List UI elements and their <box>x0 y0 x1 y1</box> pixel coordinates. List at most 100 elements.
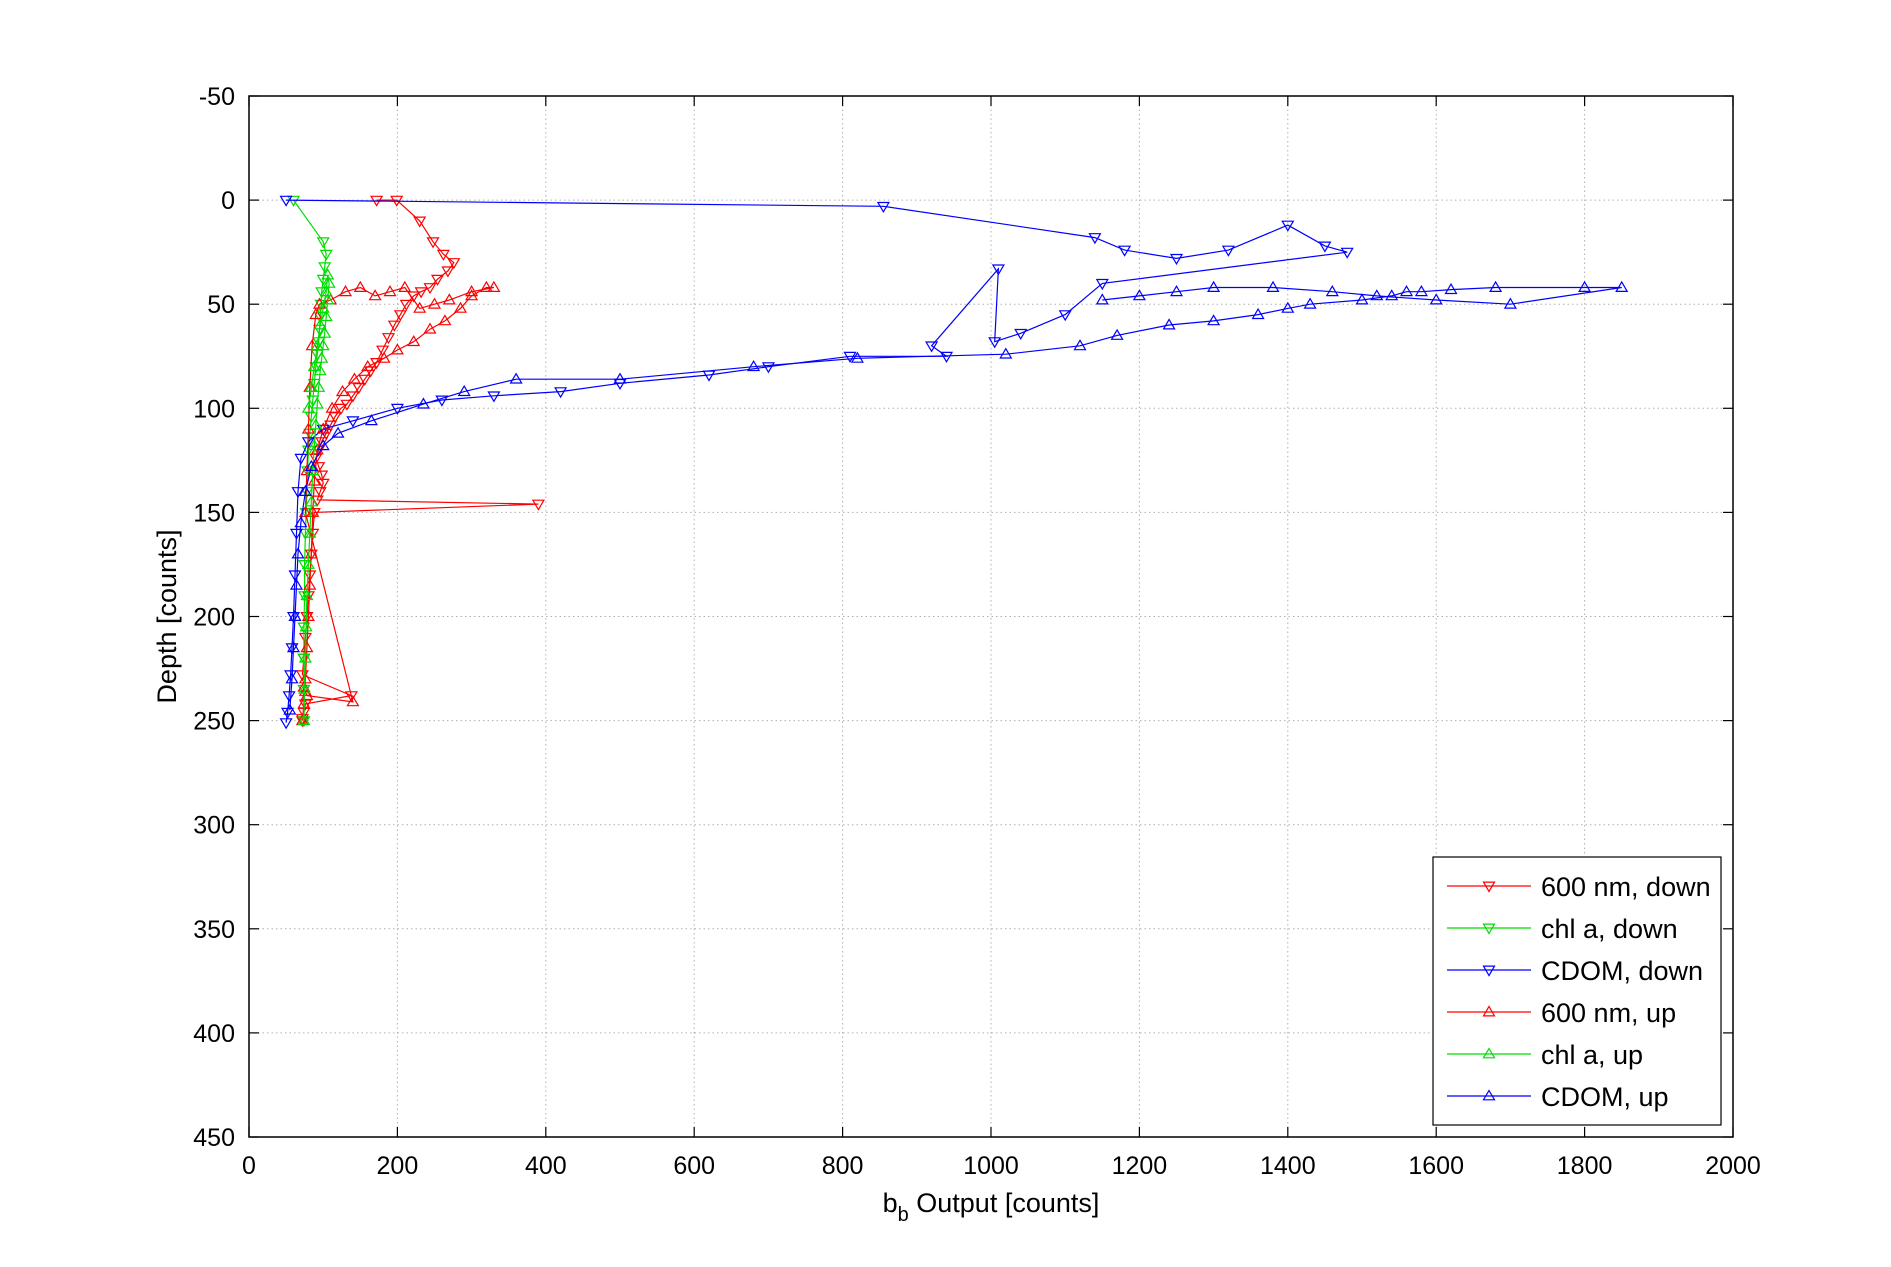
data-point <box>1355 293 1369 305</box>
series-line <box>301 286 495 721</box>
data-point <box>1162 318 1176 330</box>
data-point <box>322 276 336 288</box>
x-tick-label: 1400 <box>1260 1152 1316 1180</box>
data-point <box>457 384 471 397</box>
data-point <box>318 326 332 338</box>
data-point <box>304 459 318 471</box>
data-point <box>1340 247 1354 259</box>
data-point <box>988 337 1002 349</box>
data-point <box>315 351 329 363</box>
data-point <box>407 335 421 347</box>
data-point <box>307 439 321 451</box>
data-point <box>291 547 305 559</box>
data-point <box>310 339 324 351</box>
data-point <box>307 474 321 486</box>
y-tick-label: 250 <box>193 708 235 736</box>
data-point <box>364 414 378 426</box>
legend-label: CDOM, up <box>1541 1082 1669 1112</box>
data-point <box>361 360 375 372</box>
data-point <box>1095 278 1109 291</box>
data-point <box>346 695 360 707</box>
series-group <box>297 268 336 726</box>
data-point <box>283 703 297 715</box>
data-point <box>307 360 321 372</box>
data-point <box>321 293 335 305</box>
plot-series <box>279 195 1629 730</box>
legend: 600 nm, down chl a, down CDOM, down 600 nm,… <box>1432 856 1722 1126</box>
legend-label: chl a, down <box>1541 914 1678 944</box>
data-point <box>298 651 312 663</box>
series-group <box>279 195 1354 730</box>
data-point <box>413 301 427 313</box>
data-point <box>347 372 361 384</box>
data-point <box>321 268 335 280</box>
data-point <box>344 691 358 703</box>
data-point <box>316 301 330 313</box>
data-point <box>1118 245 1132 257</box>
data-point <box>377 351 391 363</box>
data-point <box>939 351 954 363</box>
data-point <box>453 301 468 313</box>
data-point <box>1207 314 1221 326</box>
x-tick-label: 0 <box>242 1152 256 1180</box>
y-axis-ticks: -50 0 50 100 150 200 250 300 350 400 450 <box>193 83 1733 1152</box>
data-point <box>316 424 330 436</box>
series-line <box>303 275 330 721</box>
data-point <box>1325 285 1339 297</box>
data-point <box>313 487 327 499</box>
data-point <box>358 374 372 386</box>
data-point <box>288 609 302 622</box>
data-point <box>1073 339 1087 351</box>
x-tick-label: 400 <box>525 1152 567 1180</box>
x-tick-label: 1000 <box>963 1152 1019 1180</box>
data-point <box>294 453 308 465</box>
data-point <box>319 285 333 297</box>
legend-marker <box>1482 1047 1496 1059</box>
data-point <box>1110 328 1124 340</box>
y-tick-label: 50 <box>207 291 235 319</box>
series-line <box>289 286 1622 711</box>
data-point <box>383 285 397 297</box>
data-point <box>1444 282 1458 295</box>
data-point <box>479 280 493 292</box>
data-point <box>1207 280 1221 292</box>
data-point <box>368 289 382 301</box>
x-axis-ticks: 0 200 400 600 800 1000 1200 1400 1600 1800 2000 <box>242 96 1761 1180</box>
data-point <box>346 391 360 403</box>
data-point <box>423 283 437 295</box>
data-point <box>1281 220 1295 232</box>
data-point <box>298 672 312 684</box>
data-point <box>298 528 312 540</box>
data-point <box>310 397 324 409</box>
data-point <box>850 351 864 363</box>
data-point <box>1169 285 1184 297</box>
data-point <box>416 397 430 409</box>
data-point <box>1169 253 1184 266</box>
data-point <box>1251 307 1265 320</box>
data-point <box>441 266 455 278</box>
x-tick-label: 200 <box>377 1152 419 1180</box>
data-point <box>1095 293 1109 305</box>
data-point <box>413 216 427 228</box>
data-point <box>1281 301 1295 313</box>
data-point <box>1132 289 1146 301</box>
data-point <box>438 314 452 326</box>
legend-marker <box>1482 923 1496 935</box>
data-point <box>925 341 939 353</box>
data-point <box>289 528 304 540</box>
data-point <box>316 237 330 249</box>
data-point <box>294 516 308 528</box>
y-axis-label: Depth [counts] <box>152 529 182 703</box>
data-point <box>876 201 890 213</box>
y-tick-label: -50 <box>199 83 235 111</box>
data-point <box>316 439 330 451</box>
data-point <box>303 526 317 538</box>
data-point <box>465 285 479 297</box>
data-point <box>331 426 345 438</box>
data-point <box>761 362 775 374</box>
data-point <box>318 262 332 274</box>
data-point <box>286 195 301 207</box>
data-point <box>442 293 456 305</box>
data-point <box>304 495 318 507</box>
